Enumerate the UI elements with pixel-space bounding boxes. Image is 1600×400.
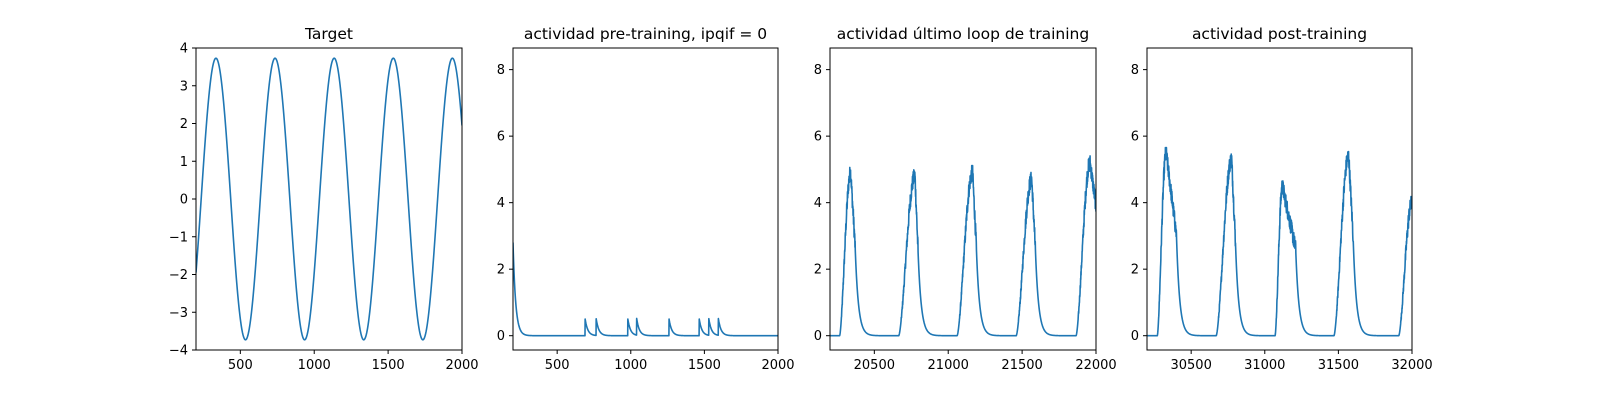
y-tick-label: 4 — [1131, 196, 1139, 211]
subplot-4: actividad post-training 30500 31000 31500 32… — [1131, 25, 1433, 373]
y-tick-label: 8 — [497, 63, 505, 78]
y-tick-label: 0 — [497, 329, 505, 344]
y-tick-label: −4 — [169, 344, 188, 359]
x-tick-label: 21500 — [1001, 358, 1042, 373]
y-tick-label: −2 — [169, 268, 188, 283]
y-tick-label: 1 — [180, 155, 188, 170]
y-tick-label: 3 — [180, 79, 188, 94]
y-tick-label: 2 — [1131, 263, 1139, 278]
y-tick-label: 8 — [1131, 63, 1139, 78]
axes-frame — [512, 47, 779, 351]
x-tick-label: 1000 — [298, 358, 331, 373]
x-tick-label: 1500 — [372, 358, 405, 373]
y-tick-label: 6 — [497, 130, 505, 145]
x-tick-label: 32000 — [1391, 358, 1432, 373]
y-tick-label: 0 — [814, 329, 822, 344]
y-tick-label: 0 — [180, 193, 188, 208]
y-tick-label: 6 — [1131, 130, 1139, 145]
subplot-2: actividad pre-training, ipqif = 0 500 1000… — [497, 25, 795, 373]
y-tick-label: −1 — [169, 230, 188, 245]
y-tick-label: 4 — [180, 42, 188, 57]
subplot-1: Target 500 1000 1500 2000 −4 −3 −2 −1 0 1 2 3 4 — [169, 25, 479, 373]
x-tick-label: 500 — [228, 358, 253, 373]
axes-frame — [829, 47, 1097, 351]
x-tick-label: 30500 — [1170, 358, 1211, 373]
x-tick-label: 20500 — [854, 358, 895, 373]
x-tick-label: 31500 — [1318, 358, 1359, 373]
x-tick-label: 22000 — [1075, 358, 1116, 373]
series-line-activity — [1147, 146, 1412, 337]
x-tick-label: 1500 — [688, 358, 721, 373]
series-line-target — [196, 57, 462, 341]
series-line-activity — [830, 155, 1096, 337]
y-tick-label: 4 — [497, 196, 505, 211]
y-tick-label: −3 — [169, 306, 188, 321]
x-tick-label: 500 — [545, 358, 570, 373]
y-tick-label: 4 — [814, 196, 822, 211]
x-tick-label: 2000 — [445, 358, 478, 373]
subplot-title: actividad pre-training, ipqif = 0 — [524, 25, 767, 43]
axes-frame — [195, 47, 463, 351]
y-tick-label: 8 — [814, 63, 822, 78]
y-tick-label: 2 — [497, 263, 505, 278]
x-tick-label: 2000 — [761, 358, 794, 373]
subplot-title: actividad último loop de training — [837, 25, 1089, 43]
y-tick-label: 0 — [1131, 329, 1139, 344]
x-tick-label: 31000 — [1244, 358, 1285, 373]
x-tick-label: 21000 — [928, 358, 969, 373]
series-line-activity — [513, 242, 778, 337]
y-tick-label: 2 — [814, 263, 822, 278]
y-tick-label: 2 — [180, 117, 188, 132]
axes-frame — [1146, 47, 1413, 351]
subplot-3: actividad último loop de training 20500 21… — [814, 25, 1117, 373]
subplot-title: Target — [304, 25, 353, 43]
subplot-title: actividad post-training — [1192, 25, 1367, 43]
y-tick-label: 6 — [814, 130, 822, 145]
x-tick-label: 1000 — [614, 358, 647, 373]
